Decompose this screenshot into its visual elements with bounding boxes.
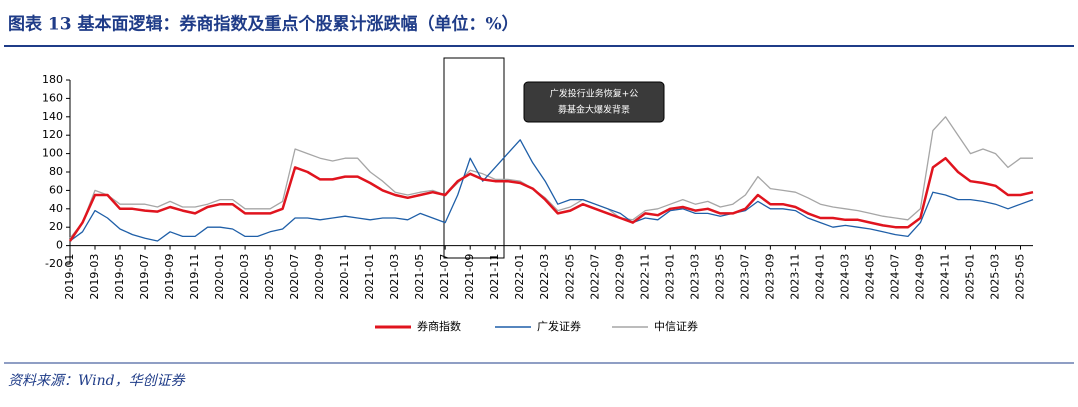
legend-label: 券商指数 — [417, 319, 461, 333]
legend-label: 广发证券 — [537, 319, 581, 333]
x-tick-label: 2025-01 — [963, 254, 976, 300]
x-tick-label: 2024-11 — [938, 254, 951, 300]
y-tick-label: 180 — [42, 73, 63, 86]
x-tick-label: 2024-07 — [888, 254, 901, 300]
series-line — [69, 116, 1033, 239]
x-tick-label: 2024-03 — [838, 254, 851, 300]
x-tick-label: 2021-07 — [438, 254, 451, 300]
x-tick-label: 2024-09 — [913, 254, 926, 300]
y-tick-label: -20 — [45, 257, 63, 270]
x-tick-label: 2020-03 — [238, 254, 251, 300]
x-tick-label: 2022-01 — [513, 254, 526, 300]
x-tick-label: 2023-09 — [763, 254, 776, 300]
y-tick-label: 0 — [56, 239, 63, 252]
x-tick-label: 2021-11 — [488, 254, 501, 300]
y-tick-label: 120 — [42, 128, 63, 141]
x-tick-label: 2021-03 — [388, 254, 401, 300]
highlight-box — [443, 57, 505, 259]
y-tick-label: 160 — [42, 91, 63, 104]
x-tick-label: 2023-01 — [663, 254, 676, 300]
y-tick-label: 140 — [42, 110, 63, 123]
x-tick-label: 2023-05 — [713, 254, 726, 300]
x-tick-label: 2025-05 — [1013, 254, 1026, 300]
x-tick-label: 2024-05 — [863, 254, 876, 300]
x-tick-label: 2024-01 — [813, 254, 826, 300]
x-tick-label: 2020-11 — [338, 254, 351, 300]
x-tick-label: 2022-05 — [563, 254, 576, 300]
x-tick-label: 2020-07 — [288, 254, 301, 300]
x-tick-label: 2021-09 — [463, 254, 476, 300]
x-tick-label: 2023-03 — [688, 254, 701, 300]
y-tick-label: 20 — [49, 220, 63, 233]
x-tick-label: 2022-09 — [613, 254, 626, 300]
source: 资料来源：Wind，华创证券 — [8, 373, 186, 389]
x-tick-label: 2022-07 — [588, 254, 601, 300]
y-tick-label: 60 — [49, 183, 63, 196]
annotation: 募基金大爆发背景 — [558, 104, 630, 116]
x-tick-label: 2023-07 — [738, 254, 751, 300]
x-tick-label: 2019-07 — [138, 254, 151, 300]
x-tick-label: 2025-03 — [988, 254, 1001, 300]
y-tick-label: 40 — [49, 202, 63, 215]
x-tick-label: 2019-03 — [88, 254, 101, 300]
x-tick-label: 2019-01 — [63, 254, 76, 300]
series-line — [68, 156, 1034, 242]
legend-label: 中信证券 — [654, 319, 698, 333]
x-tick-label: 2021-05 — [413, 254, 426, 300]
series-line — [69, 139, 1034, 242]
annotation-box — [523, 81, 665, 123]
x-tick-label: 2019-05 — [113, 254, 126, 300]
x-tick-label: 2020-05 — [263, 254, 276, 300]
x-tick-label: 2023-11 — [788, 254, 801, 300]
x-tick-label: 2020-01 — [213, 254, 226, 300]
y-tick-label: 80 — [49, 165, 63, 178]
x-tick-label: 2021-01 — [363, 254, 376, 300]
x-tick-label: 2019-11 — [188, 254, 201, 300]
y-tick-label: 100 — [42, 147, 63, 160]
chart-title: 图表 13 基本面逻辑：券商指数及重点个股累计涨跌幅（单位：%） — [8, 14, 519, 35]
x-tick-label: 2022-11 — [638, 254, 651, 300]
x-tick-label: 2019-09 — [163, 254, 176, 300]
x-tick-label: 2022-03 — [538, 254, 551, 300]
annotation: 广发投行业务恢复+公 — [550, 88, 639, 100]
x-tick-label: 2020-09 — [313, 254, 326, 300]
